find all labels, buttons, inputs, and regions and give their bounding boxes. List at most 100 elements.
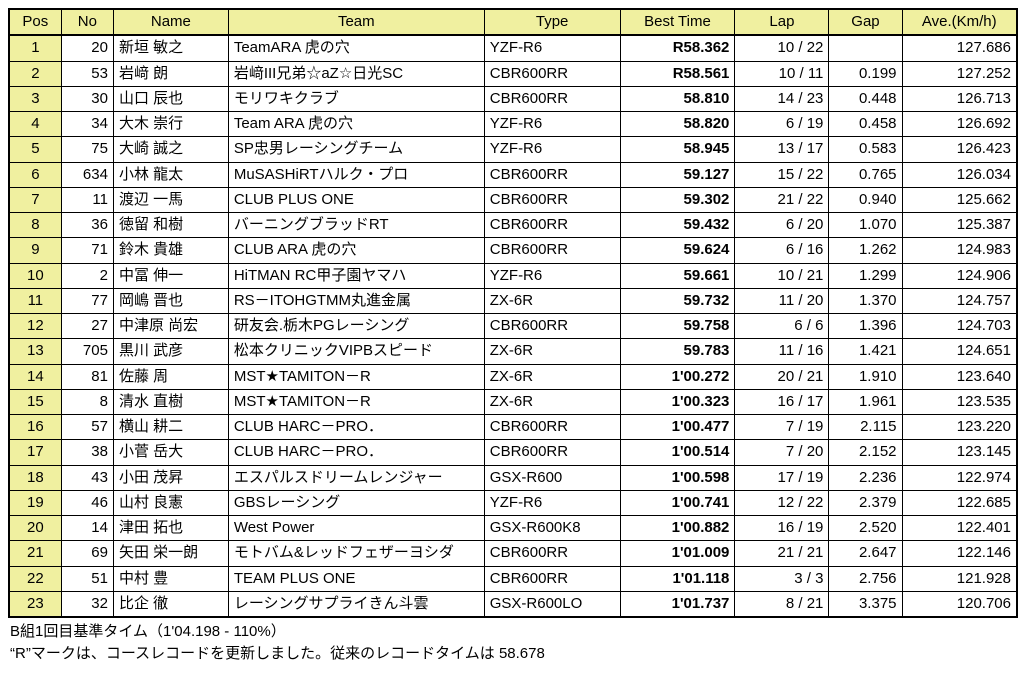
cell-best: 1'00.477 (620, 415, 735, 440)
cell-lap: 15 / 22 (735, 162, 829, 187)
col-header-name: Name (113, 9, 228, 35)
cell-gap: 1.961 (829, 389, 902, 414)
cell-name: 山口 辰也 (113, 86, 228, 111)
cell-lap: 6 / 20 (735, 213, 829, 238)
cell-gap: 0.448 (829, 86, 902, 111)
cell-gap: 2.115 (829, 415, 902, 440)
cell-team: CLUB PLUS ONE (228, 187, 484, 212)
cell-team: SP忠男レーシングチーム (228, 137, 484, 162)
cell-team: バーニングブラッドRT (228, 213, 484, 238)
cell-best: 1'00.272 (620, 364, 735, 389)
cell-gap: 2.520 (829, 516, 902, 541)
table-row: 1843小田 茂昇エスパルスドリームレンジャーGSX-R6001'00.5981… (9, 465, 1017, 490)
table-row: 120新垣 敏之TeamARA 虎の穴YZF-R6R58.36210 / 221… (9, 35, 1017, 61)
cell-lap: 11 / 16 (735, 339, 829, 364)
cell-best: R58.561 (620, 61, 735, 86)
cell-pos: 2 (9, 61, 61, 86)
cell-type: YZF-R6 (484, 263, 620, 288)
cell-ave: 125.662 (902, 187, 1017, 212)
cell-ave: 122.685 (902, 490, 1017, 515)
cell-ave: 126.423 (902, 137, 1017, 162)
cell-gap: 0.583 (829, 137, 902, 162)
cell-type: CBR600RR (484, 213, 620, 238)
cell-name: 清水 直樹 (113, 389, 228, 414)
cell-lap: 16 / 17 (735, 389, 829, 414)
cell-lap: 7 / 20 (735, 440, 829, 465)
cell-gap: 0.199 (829, 61, 902, 86)
col-header-pos: Pos (9, 9, 61, 35)
cell-pos: 8 (9, 213, 61, 238)
col-header-lap: Lap (735, 9, 829, 35)
cell-type: ZX-6R (484, 364, 620, 389)
cell-no: 2 (61, 263, 113, 288)
cell-ave: 127.686 (902, 35, 1017, 61)
table-row: 836徳留 和樹バーニングブラッドRTCBR600RR59.4326 / 201… (9, 213, 1017, 238)
cell-type: YZF-R6 (484, 35, 620, 61)
cell-ave: 122.974 (902, 465, 1017, 490)
cell-name: 中冨 伸一 (113, 263, 228, 288)
cell-pos: 12 (9, 314, 61, 339)
cell-gap: 0.765 (829, 162, 902, 187)
cell-lap: 6 / 6 (735, 314, 829, 339)
results-table: Pos No Name Team Type Best Time Lap Gap … (8, 8, 1018, 618)
cell-type: CBR600RR (484, 541, 620, 566)
cell-best: 59.624 (620, 238, 735, 263)
cell-name: 渡辺 一馬 (113, 187, 228, 212)
cell-team: MST★TAMITON－R (228, 364, 484, 389)
cell-team: CLUB ARA 虎の穴 (228, 238, 484, 263)
footer-line-1: B組1回目基準タイム（1'04.198 - 110%） (10, 621, 1019, 643)
cell-best: 1'00.598 (620, 465, 735, 490)
cell-lap: 13 / 17 (735, 137, 829, 162)
table-row: 434大木 崇行Team ARA 虎の穴YZF-R658.8206 / 190.… (9, 112, 1017, 137)
cell-team: Team ARA 虎の穴 (228, 112, 484, 137)
cell-name: 大崎 誠之 (113, 137, 228, 162)
cell-team: MST★TAMITON－R (228, 389, 484, 414)
cell-pos: 3 (9, 86, 61, 111)
cell-pos: 17 (9, 440, 61, 465)
cell-no: 69 (61, 541, 113, 566)
cell-best: 1'00.741 (620, 490, 735, 515)
cell-name: 黒川 武彦 (113, 339, 228, 364)
cell-ave: 120.706 (902, 591, 1017, 617)
cell-type: GSX-R600K8 (484, 516, 620, 541)
table-row: 2169矢田 栄一朗モトバム&レッドフェザーヨシダCBR600RR1'01.00… (9, 541, 1017, 566)
table-row: 253岩﨑 朗岩﨑III兄弟☆aZ☆日光SCCBR600RRR58.56110 … (9, 61, 1017, 86)
cell-type: ZX-6R (484, 389, 620, 414)
cell-name: 中村 豊 (113, 566, 228, 591)
cell-pos: 23 (9, 591, 61, 617)
cell-lap: 7 / 19 (735, 415, 829, 440)
cell-pos: 10 (9, 263, 61, 288)
cell-ave: 125.387 (902, 213, 1017, 238)
cell-type: CBR600RR (484, 238, 620, 263)
col-header-type: Type (484, 9, 620, 35)
cell-lap: 6 / 19 (735, 112, 829, 137)
cell-ave: 123.220 (902, 415, 1017, 440)
cell-gap: 1.396 (829, 314, 902, 339)
cell-no: 57 (61, 415, 113, 440)
cell-lap: 21 / 21 (735, 541, 829, 566)
table-row: 6634小林 龍太MuSASHiRTハルク・プロCBR600RR59.12715… (9, 162, 1017, 187)
cell-gap: 2.236 (829, 465, 902, 490)
cell-best: 1'00.323 (620, 389, 735, 414)
col-header-no: No (61, 9, 113, 35)
cell-best: 59.302 (620, 187, 735, 212)
cell-name: 小菅 岳大 (113, 440, 228, 465)
cell-gap: 1.370 (829, 288, 902, 313)
cell-name: 小林 龍太 (113, 162, 228, 187)
cell-name: 小田 茂昇 (113, 465, 228, 490)
cell-no: 27 (61, 314, 113, 339)
cell-best: 59.732 (620, 288, 735, 313)
cell-team: TeamARA 虎の穴 (228, 35, 484, 61)
cell-lap: 11 / 20 (735, 288, 829, 313)
cell-no: 36 (61, 213, 113, 238)
cell-name: 佐藤 周 (113, 364, 228, 389)
col-header-best: Best Time (620, 9, 735, 35)
table-row: 711渡辺 一馬CLUB PLUS ONECBR600RR59.30221 / … (9, 187, 1017, 212)
cell-type: YZF-R6 (484, 490, 620, 515)
cell-best: 59.758 (620, 314, 735, 339)
cell-no: 51 (61, 566, 113, 591)
cell-ave: 124.906 (902, 263, 1017, 288)
cell-gap: 2.756 (829, 566, 902, 591)
cell-no: 43 (61, 465, 113, 490)
cell-team: TEAM PLUS ONE (228, 566, 484, 591)
